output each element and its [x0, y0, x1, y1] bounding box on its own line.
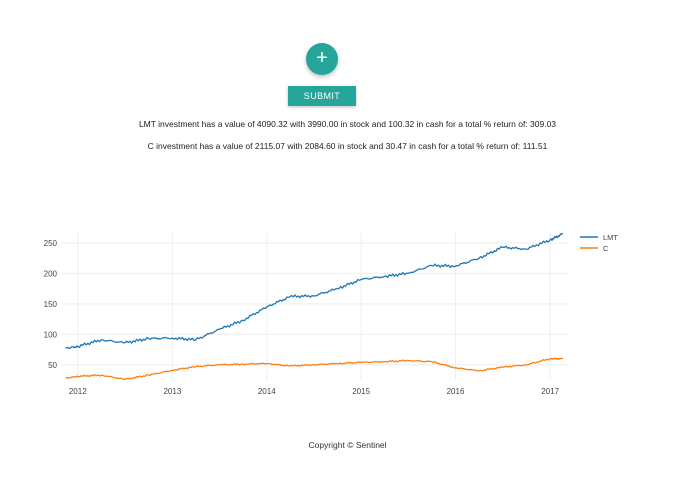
- x-tick-label: 2016: [447, 387, 465, 396]
- c-result-text: C investment has a value of 2115.07 with…: [147, 141, 548, 151]
- legend-label-lmt: LMT: [603, 233, 618, 242]
- y-tick-label: 50: [48, 361, 57, 370]
- y-tick-label: 200: [44, 269, 58, 278]
- legend-label-c: C: [603, 244, 609, 253]
- stock-price-chart: 50 100 150 200 250 2012 2013 2014 2015 2016 2017 LM…: [44, 232, 618, 396]
- x-tick-label: 2017: [541, 387, 559, 396]
- y-tick-label: 250: [44, 239, 58, 248]
- y-tick-label: 100: [44, 330, 58, 339]
- x-tick-label: 2015: [352, 387, 370, 396]
- lmt-result-text: LMT investment has a value of 4090.32 wi…: [138, 119, 557, 129]
- x-tick-label: 2013: [163, 387, 181, 396]
- x-tick-label: 2012: [69, 387, 87, 396]
- series-line-lmt: [65, 232, 564, 350]
- x-tick-label: 2014: [258, 387, 276, 396]
- footer-copyright: Copyright © Sentinel: [308, 440, 387, 450]
- add-button[interactable]: +: [306, 43, 338, 75]
- series-line-c: [65, 357, 564, 381]
- plus-icon: +: [316, 47, 328, 69]
- submit-button[interactable]: SUBMIT: [288, 86, 356, 106]
- y-tick-label: 150: [44, 300, 58, 309]
